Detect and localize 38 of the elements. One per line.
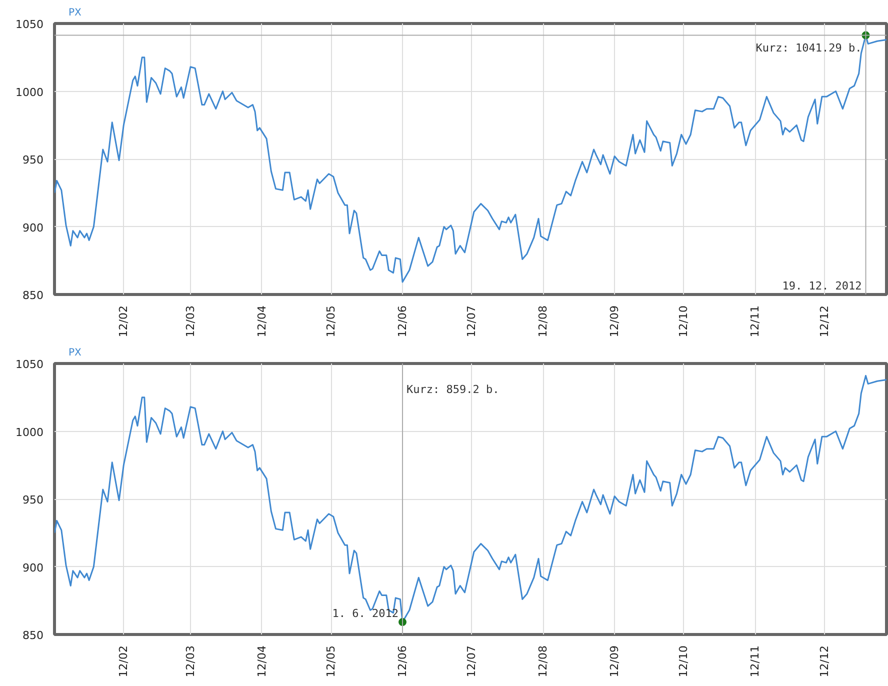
- x-tick-label: 12/06: [396, 305, 410, 338]
- x-tick-label: 12/03: [184, 645, 197, 678]
- y-tick-label: 1000: [16, 426, 44, 439]
- y-tick-label: 1050: [16, 358, 44, 371]
- x-tick-label: 12/02: [117, 305, 130, 338]
- x-tick-label: 12/05: [324, 645, 338, 678]
- x-tick-label: 12/09: [608, 645, 622, 678]
- x-tick-label: 12/05: [324, 305, 338, 338]
- annotation: Kurz: 1041.29 b.: [756, 41, 862, 54]
- x-tick-label: 12/11: [748, 645, 762, 678]
- y-tick-label: 850: [22, 289, 44, 302]
- y-tick-label: 950: [22, 154, 44, 166]
- x-tick-label: 12/02: [117, 645, 130, 678]
- x-tick-label: 12/07: [465, 305, 478, 338]
- x-tick-label: 12/12: [818, 305, 831, 338]
- x-tick-label: 12/09: [608, 305, 622, 338]
- y-tick-label: 900: [22, 561, 44, 574]
- annotation: Kurz: 859.2 b.: [406, 383, 500, 396]
- y-tick-label: 1050: [16, 18, 44, 31]
- y-tick-label: 1000: [16, 86, 44, 99]
- x-tick-label: 12/08: [536, 645, 550, 678]
- x-tick-label: 12/08: [536, 305, 550, 338]
- annotation: 1. 6. 2012: [332, 607, 399, 620]
- x-tick-label: 12/12: [818, 645, 831, 678]
- x-tick-label: 12/10: [677, 645, 690, 678]
- x-tick-label: 12/06: [396, 645, 410, 678]
- x-tick-label: 12/11: [748, 305, 762, 338]
- x-tick-label: 12/07: [465, 645, 478, 678]
- chart-title: PX: [68, 8, 82, 18]
- y-tick-label: 900: [22, 221, 44, 234]
- chart-title: PX: [68, 348, 82, 358]
- x-tick-label: 12/04: [255, 645, 268, 678]
- y-tick-label: 850: [22, 629, 44, 642]
- x-tick-label: 12/10: [677, 305, 690, 338]
- y-tick-label: 950: [22, 494, 44, 506]
- annotation: 19. 12. 2012: [782, 280, 862, 292]
- x-tick-label: 12/04: [255, 305, 268, 338]
- x-tick-label: 12/03: [184, 305, 197, 338]
